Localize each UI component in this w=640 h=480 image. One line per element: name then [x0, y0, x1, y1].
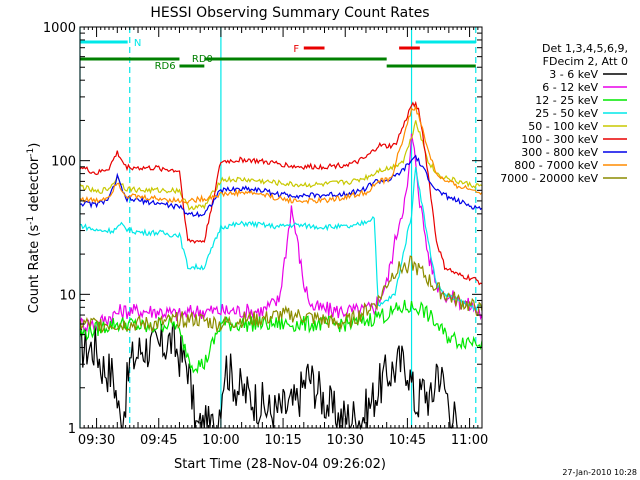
x-tick-label: 09:30: [78, 433, 115, 448]
rd0-flag-label: RD0: [192, 54, 213, 65]
y-tick-label: 10: [59, 288, 76, 303]
series-line-300-800kev: [79, 154, 483, 218]
legend-entry-label: 6 - 12 keV: [542, 81, 598, 94]
legend-entry-label: 12 - 25 keV: [535, 94, 598, 107]
rd6-flag-label: RD6: [155, 61, 176, 72]
x-tick-label: 10:30: [327, 433, 364, 448]
x-tick-label: 09:45: [140, 433, 177, 448]
legend-entry-label: 800 - 7000 keV: [514, 159, 598, 172]
series-line-7000-20000kev: [79, 255, 483, 334]
series-line-50-100kev: [79, 120, 483, 211]
n-flag-label: N: [134, 38, 141, 49]
series-line-3-6kev: [79, 323, 458, 431]
axis-ticks: 1 10 100 1000 09:30 09:45 10:00 10:15 10:30 10:45…: [43, 21, 488, 448]
series-line-12-25kev: [79, 299, 483, 374]
legend-entry-label: 100 - 300 keV: [521, 133, 598, 146]
y-tick-label: 100: [51, 155, 76, 170]
legend-entry-label: 7000 - 20000 keV: [500, 172, 598, 185]
series-line-100-300kev: [79, 100, 483, 286]
x-tick-label: 10:00: [202, 433, 239, 448]
observing-flags: N RD0 RD6 F: [79, 27, 477, 428]
legend-entry-label: 3 - 6 keV: [549, 68, 598, 81]
y-axis-label: Count Rate (s-1 detector-1): [26, 143, 42, 314]
legend-header-line: Det 1,3,4,5,6,9,: [542, 42, 628, 55]
chart-title: HESSI Observing Summary Count Rates: [150, 5, 429, 21]
plot-frame: [79, 26, 483, 429]
legend-entry-label: 25 - 50 keV: [535, 107, 598, 120]
x-tick-label: 11:00: [451, 433, 488, 448]
x-axis-label: Start Time (28-Nov-04 09:26:02): [174, 457, 386, 472]
timestamp: 27-Jan-2010 10:28: [562, 468, 637, 477]
series-line-25-50kev: [79, 167, 483, 312]
x-tick-label: 10:45: [389, 433, 426, 448]
legend-entry-label: 300 - 800 keV: [521, 146, 598, 159]
series-line-800-7000kev: [79, 104, 483, 205]
y-tick-label: 1: [68, 422, 76, 437]
y-tick-label: 1000: [43, 21, 76, 36]
f-flag-label: F: [293, 44, 299, 55]
series-layer: [79, 100, 483, 431]
legend-header-line: FDecim 2, Att 0: [543, 55, 628, 68]
legend-entry-label: 50 - 100 keV: [528, 120, 598, 133]
legend: Det 1,3,4,5,6,9,FDecim 2, Att 03 - 6 keV…: [500, 42, 628, 185]
x-tick-label: 10:15: [264, 433, 301, 448]
